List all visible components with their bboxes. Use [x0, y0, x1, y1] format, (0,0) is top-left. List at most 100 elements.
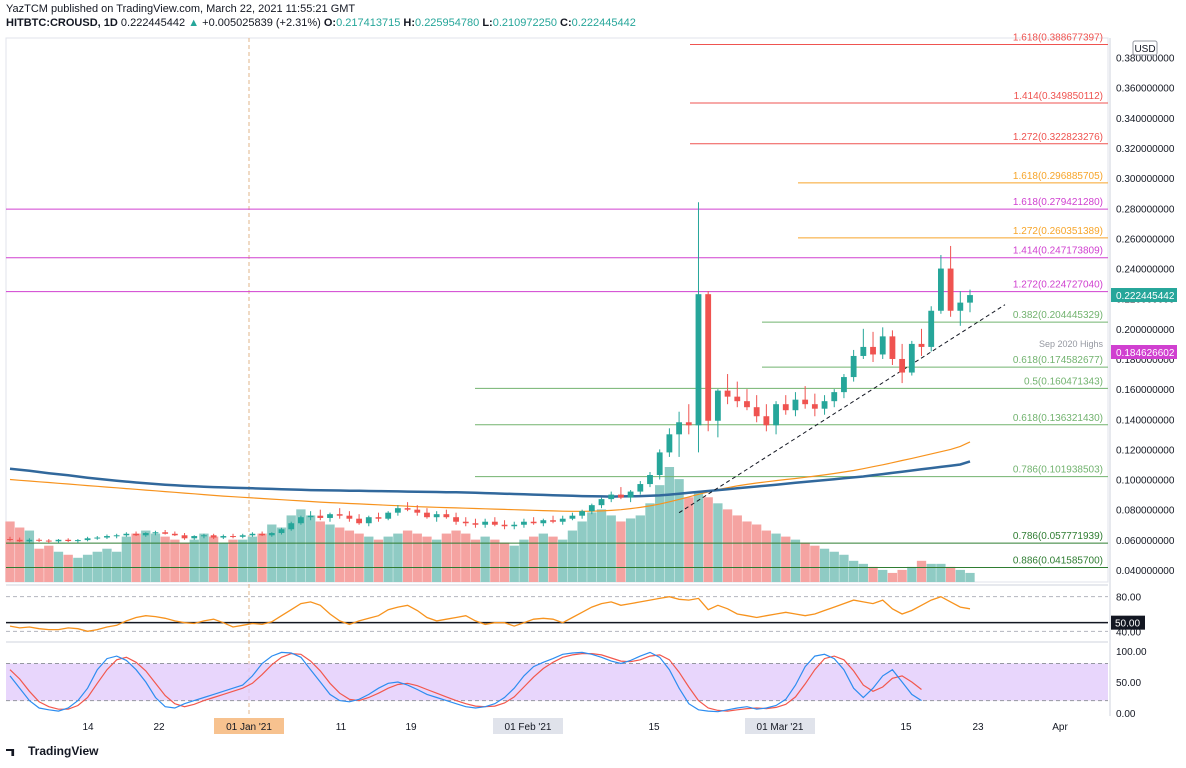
fib-level-label: 0.382(0.204445329): [1013, 310, 1103, 321]
candle-body: [685, 422, 692, 426]
fib-level-label: 1.414(0.349850112): [1014, 91, 1103, 102]
candle-body: [928, 310, 935, 347]
price-axis-tick: 0.360000000: [1116, 84, 1175, 95]
volume-bar: [44, 545, 54, 582]
volume-bar: [24, 530, 35, 582]
candle-body: [288, 523, 295, 530]
candle-body: [870, 346, 876, 355]
currency-label: USD: [1134, 44, 1155, 55]
x-axis-tick: Apr: [1052, 722, 1068, 733]
volume-bar: [470, 539, 481, 582]
price-axis-tick: 0.100000000: [1116, 476, 1175, 487]
sep-high-tag: [1111, 345, 1177, 360]
candle-body: [84, 538, 91, 541]
x-axis-tick-box: [493, 718, 563, 734]
candle-body: [763, 416, 770, 426]
change-value: +0.005025839 (+2.31%): [202, 17, 321, 29]
volume-bar: [819, 548, 830, 582]
candle-body: [375, 517, 382, 519]
volume-bar: [490, 539, 500, 582]
candle-body: [637, 484, 644, 492]
ma200-line: [9, 460, 971, 498]
candle-body: [841, 377, 847, 393]
candle-body: [36, 539, 42, 541]
chart-header: YazTCM published on TradingView.com, Mar…: [6, 2, 636, 30]
candle-body: [191, 536, 198, 539]
candle-body: [162, 532, 169, 534]
volume-bar: [451, 530, 461, 582]
rsi-level-tag: [1111, 615, 1145, 630]
candle-body: [608, 494, 615, 500]
volume-bar: [247, 536, 258, 582]
volume-bar: [480, 536, 490, 582]
x-axis-tick: 23: [972, 722, 984, 733]
candle-body: [268, 533, 275, 536]
candle-body: [45, 540, 52, 542]
high-label: H:: [403, 17, 416, 29]
fib-level-label: 0.618(0.174582677): [1013, 355, 1103, 366]
price-axis-tick: 0.300000000: [1116, 174, 1175, 185]
candle-body: [918, 343, 925, 347]
volume-bar: [713, 503, 723, 582]
volume-bar: [383, 536, 393, 582]
volume-bar: [141, 530, 151, 582]
volume-bar: [936, 563, 946, 582]
tradingview-brand: TradingView: [28, 744, 99, 758]
volume-bar: [810, 545, 820, 582]
candle-body: [181, 535, 188, 539]
volume-bar: [887, 572, 898, 582]
candle-body: [967, 295, 973, 303]
candle-body: [530, 521, 537, 524]
candle-body: [744, 401, 750, 408]
last-price: 0.222445442: [120, 17, 186, 29]
candle-body: [346, 515, 353, 519]
candle-body: [734, 396, 741, 402]
publish-line: YazTCM published on TradingView.com, Mar…: [6, 3, 356, 15]
candle-body: [792, 399, 799, 411]
volume-bar: [771, 533, 781, 582]
volume-bar: [645, 503, 655, 582]
volume-bar: [538, 533, 548, 582]
last-price-tag-text: 0.222445442: [1116, 291, 1175, 302]
x-axis-tick: 01 Feb '21: [505, 722, 552, 733]
volume-bar: [34, 548, 44, 582]
volume-bar: [393, 533, 403, 582]
volume-bar: [509, 545, 519, 582]
chart-canvas[interactable]: 1.618(0.388677397) 1.414(0.349850112) 1.27…: [0, 0, 1186, 742]
fib-level-label: 1.414(0.247173809): [1013, 246, 1103, 257]
volume-bar: [82, 554, 93, 582]
candle-body: [472, 523, 479, 525]
volume-bar: [528, 536, 539, 582]
stoch-d-line: [9, 652, 922, 712]
tradingview-footer: TradingView: [6, 744, 98, 758]
volume-bar: [839, 554, 849, 582]
candle-body: [26, 539, 33, 542]
fib-level-label: 1.272(0.322823276): [1013, 132, 1103, 143]
rsi-axis-tick: 80.00: [1116, 593, 1141, 604]
candle-body: [598, 499, 605, 506]
volume-bar: [364, 536, 374, 582]
x-axis-tick-box: [745, 718, 815, 734]
candle-body: [336, 514, 343, 516]
volume-bar: [5, 521, 15, 582]
candle-body: [414, 509, 421, 513]
symbol-label: HITBTC:CROUSD, 1D: [6, 17, 118, 29]
volume-bar: [92, 551, 102, 582]
volume-bar: [208, 536, 219, 582]
volume-bar: [422, 536, 432, 582]
volume-bar: [441, 533, 452, 582]
volume-bar: [315, 521, 325, 582]
candle-body: [424, 512, 430, 518]
candle-body: [220, 536, 227, 538]
candle-body: [899, 358, 906, 373]
candle-body: [850, 355, 857, 378]
ohlc-line: HITBTC:CROUSD, 1D 0.222445442 ▲ +0.00502…: [6, 16, 636, 30]
sep-high-tag-text: 0.184626602: [1116, 348, 1175, 359]
price-axis-tick: 0.140000000: [1116, 415, 1175, 426]
volume-bar: [112, 551, 122, 582]
x-axis-tick: 15: [648, 722, 660, 733]
price-axis-tick: 0.120000000: [1116, 445, 1175, 456]
volume-bar: [722, 509, 733, 582]
volume-bar: [635, 515, 645, 582]
volume-bar: [781, 536, 791, 582]
